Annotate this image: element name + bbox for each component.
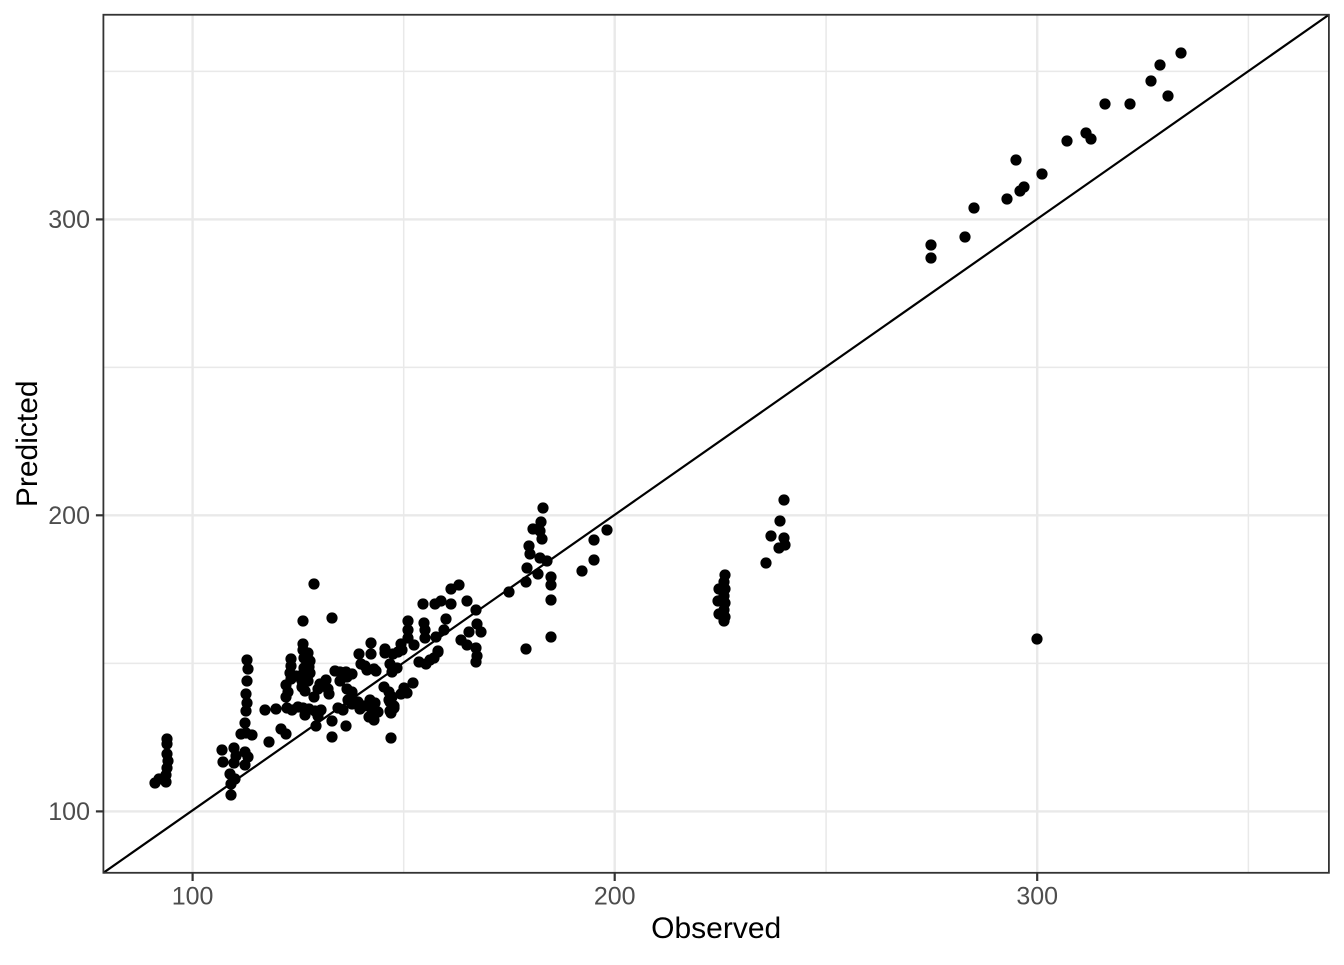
svg-text:100: 100 xyxy=(48,798,90,826)
svg-text:200: 200 xyxy=(594,882,636,910)
svg-text:100: 100 xyxy=(172,882,214,910)
svg-text:Observed: Observed xyxy=(651,912,781,945)
svg-text:Predicted: Predicted xyxy=(11,380,44,507)
svg-text:200: 200 xyxy=(48,502,90,530)
svg-text:300: 300 xyxy=(48,206,90,234)
svg-text:300: 300 xyxy=(1016,882,1058,910)
